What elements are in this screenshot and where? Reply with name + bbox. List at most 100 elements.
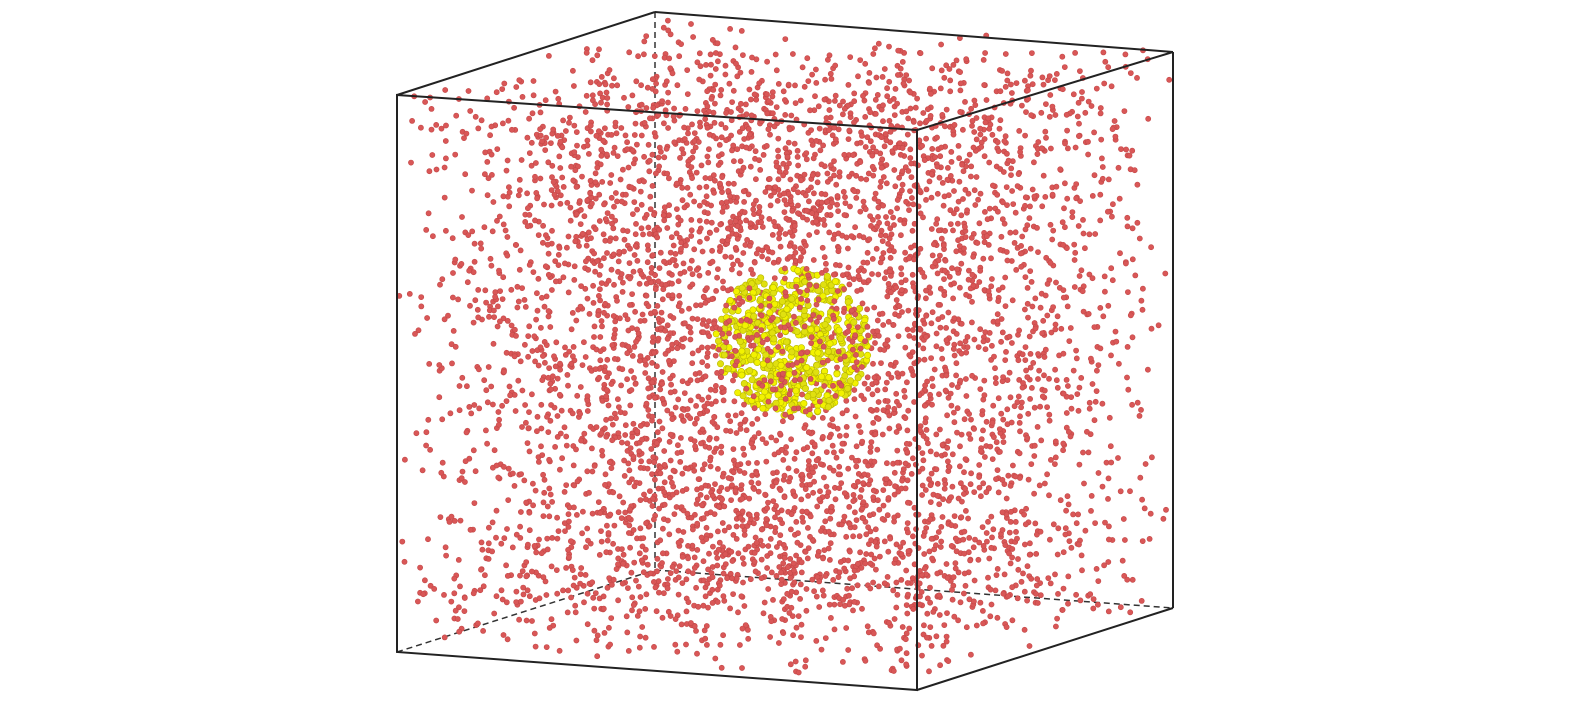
particle [752,534,759,541]
particle [534,290,540,297]
particle [493,593,500,600]
particle [867,138,874,145]
particle [879,254,885,261]
particle [485,524,492,531]
particle [868,222,874,229]
particle [707,229,713,236]
particle [776,230,783,237]
particle [1097,110,1104,117]
particle [753,511,760,518]
particle [518,509,524,515]
particle [451,590,458,597]
particle [840,659,846,665]
particle [704,124,711,131]
particle [737,158,744,165]
particle [1064,303,1071,310]
particle [426,360,433,367]
particle [927,584,933,591]
particle [438,125,445,132]
particle [720,285,726,292]
particle [788,295,796,303]
particle [993,439,1000,446]
particle [830,423,837,430]
particle [995,489,1002,496]
particle [599,323,605,330]
particle [973,115,980,121]
particle [626,530,632,536]
particle [680,260,687,267]
particle [729,558,736,564]
particle [983,530,990,536]
particle [484,399,491,406]
particle [589,92,596,99]
particle [772,514,778,521]
particle [1029,81,1036,88]
particle [929,145,936,152]
particle [543,232,549,239]
particle [1031,159,1037,166]
particle [669,256,676,263]
particle [1040,81,1047,88]
particle [593,424,600,430]
particle [1069,209,1076,215]
particle [511,482,518,489]
particle [834,425,841,432]
particle [792,387,800,395]
particle [814,503,821,510]
particle [678,434,684,441]
particle [833,370,841,378]
particle [682,106,689,112]
particle [652,584,659,591]
particle [526,211,533,218]
particle [705,604,711,611]
particle [503,167,510,174]
particle [994,311,1001,318]
particle [694,520,701,527]
particle [611,281,617,288]
particle [722,125,729,131]
particle [531,333,538,340]
particle [490,199,497,205]
particle [691,467,698,474]
particle [591,462,598,469]
particle [899,370,906,377]
particle [798,357,805,364]
particle [803,207,810,214]
particle [742,416,749,423]
particle [734,358,740,365]
particle [1028,278,1035,285]
particle [637,464,644,471]
particle [927,448,934,455]
particle [777,243,784,250]
particle [905,307,912,314]
particle [966,535,973,541]
particle [733,536,740,542]
particle [549,535,556,541]
particle [547,417,554,424]
particle [994,318,1001,325]
particle [949,382,955,388]
particle [447,410,454,417]
particle [945,458,951,465]
particle [993,380,999,386]
particle [827,515,834,522]
particle [990,402,997,409]
particle [968,651,974,658]
particle [703,62,709,68]
particle [669,271,675,278]
particle [955,569,962,576]
particle [483,387,490,394]
particle [478,117,485,124]
particle [470,447,477,454]
particle [836,262,843,269]
particle [500,463,507,470]
particle [557,192,564,199]
particle [703,218,710,225]
particle [855,73,861,80]
particle [442,544,449,551]
particle [591,605,598,612]
particle [667,249,674,256]
particle [934,216,941,223]
particle [481,377,488,384]
particle [1060,350,1067,357]
